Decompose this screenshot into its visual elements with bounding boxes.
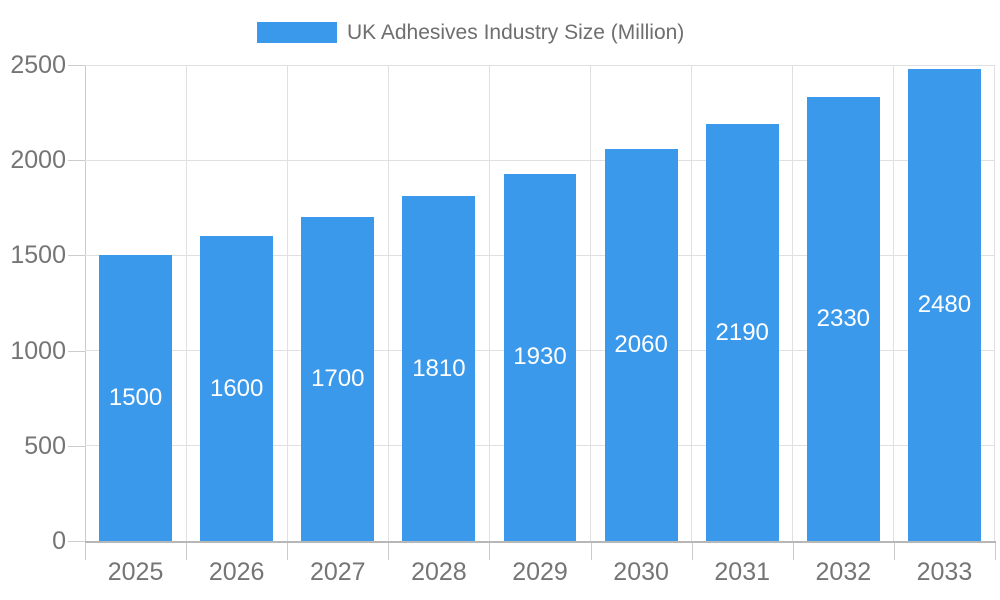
v-gridline bbox=[286, 65, 288, 541]
x-tick-label: 2028 bbox=[411, 558, 467, 586]
y-tick-label: 1000 bbox=[10, 336, 66, 365]
x-tick-mark bbox=[287, 543, 289, 560]
v-gridline bbox=[488, 65, 490, 541]
x-tick-mark bbox=[388, 543, 390, 560]
x-tick-mark bbox=[691, 543, 693, 560]
y-tick-label: 500 bbox=[24, 431, 66, 460]
bar: 1600 bbox=[200, 236, 274, 541]
bar-value-label: 1810 bbox=[412, 354, 466, 382]
x-tick-mark bbox=[995, 543, 996, 560]
x-tick-mark bbox=[893, 543, 895, 560]
y-tick-label: 2500 bbox=[10, 51, 66, 79]
legend-label: UK Adhesives Industry Size (Million) bbox=[347, 21, 685, 44]
bar-value-label: 1600 bbox=[209, 374, 264, 402]
plot-area: 1500 1600 1700 1810 1930 2060 2190 2330 2480 bbox=[85, 64, 995, 541]
bar: 1810 bbox=[402, 196, 476, 541]
bar: 1930 bbox=[503, 173, 577, 541]
bar: 2480 bbox=[908, 68, 981, 541]
bar-value-label: 2330 bbox=[816, 305, 871, 333]
bar-value-label: 1700 bbox=[311, 365, 365, 393]
y-tick-mark bbox=[68, 541, 85, 542]
y-axis-line bbox=[85, 65, 86, 560]
x-tick-mark bbox=[792, 543, 794, 560]
v-gridline bbox=[893, 65, 895, 541]
x-tick-label: 2026 bbox=[208, 558, 265, 586]
x-tick-mark bbox=[186, 543, 188, 560]
h-gridline bbox=[85, 64, 995, 66]
y-tick-label: 1500 bbox=[10, 241, 66, 270]
x-tick-label: 2027 bbox=[309, 558, 366, 586]
x-tick-label: 2029 bbox=[512, 558, 568, 586]
x-tick-label: 2030 bbox=[613, 558, 669, 586]
bar-value-label: 2060 bbox=[614, 330, 668, 358]
y-tick-mark bbox=[68, 445, 85, 447]
bar-value-label: 2190 bbox=[715, 318, 769, 346]
bar-value-label: 1500 bbox=[108, 384, 163, 412]
legend-swatch bbox=[257, 22, 337, 43]
v-gridline bbox=[590, 65, 592, 541]
v-gridline bbox=[792, 65, 794, 541]
bar: 1500 bbox=[99, 255, 172, 541]
y-tick-mark bbox=[68, 350, 85, 352]
x-tick-label: 2033 bbox=[916, 558, 973, 586]
x-tick-label: 2025 bbox=[107, 558, 164, 586]
x-tick-mark bbox=[590, 543, 592, 560]
bar: 2190 bbox=[705, 124, 779, 541]
x-tick-mark bbox=[489, 543, 491, 560]
x-axis-line bbox=[85, 541, 996, 543]
bar: 2060 bbox=[604, 148, 678, 541]
bar: 2330 bbox=[806, 97, 880, 541]
x-tick-mark bbox=[85, 543, 86, 560]
x-tick-label: 2032 bbox=[815, 558, 872, 586]
h-gridline bbox=[85, 159, 995, 161]
v-gridline bbox=[185, 65, 187, 541]
bar: 1700 bbox=[301, 217, 375, 541]
v-gridline bbox=[691, 65, 693, 541]
y-tick-mark bbox=[68, 65, 85, 66]
y-tick-label: 2000 bbox=[10, 146, 66, 175]
y-tick-mark bbox=[68, 160, 85, 162]
v-gridline bbox=[994, 65, 995, 541]
v-gridline bbox=[387, 65, 389, 541]
y-tick-mark bbox=[68, 255, 85, 257]
x-tick-label: 2031 bbox=[714, 558, 771, 586]
bar-value-label: 1930 bbox=[513, 343, 567, 371]
y-tick-label: 0 bbox=[52, 527, 66, 555]
bar-value-label: 2480 bbox=[917, 290, 972, 318]
